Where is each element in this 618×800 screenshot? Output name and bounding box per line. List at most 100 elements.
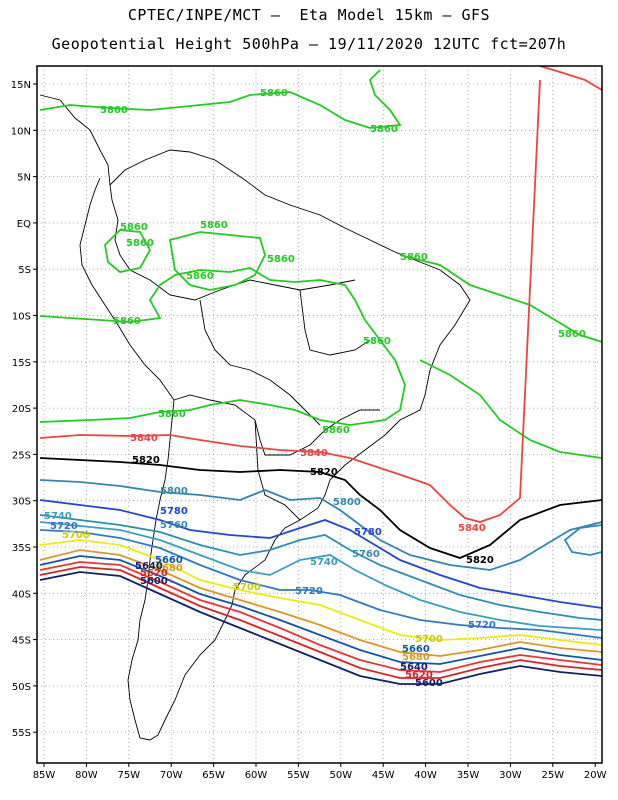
label-5760: 5760 — [352, 549, 380, 560]
contour-5800 — [39, 479, 602, 571]
contour-5600 — [39, 571, 602, 685]
label-5780: 5780 — [160, 506, 188, 517]
label-5660: 5660 — [155, 555, 183, 566]
lon-label: 25W — [541, 770, 564, 781]
label-5600: 5600 — [140, 576, 168, 587]
coastline — [39, 94, 471, 741]
label-5680: 5680 — [402, 652, 430, 663]
contour-5780 — [39, 499, 602, 609]
label-5820: 5820 — [310, 467, 338, 478]
lat-label: 10N — [11, 126, 31, 137]
lat-label: 50S — [12, 682, 31, 693]
contour-5660 — [39, 555, 602, 665]
label-5860: 5860 — [370, 124, 398, 135]
lon-label: 20W — [584, 770, 607, 781]
label-5860: 5860 — [186, 271, 214, 282]
contour-5860-north — [39, 69, 402, 129]
lon-label: 80W — [75, 770, 98, 781]
lat-label: 20S — [12, 404, 31, 415]
contour-5840 — [39, 79, 541, 523]
axis-ticks — [33, 83, 596, 767]
graticule — [37, 66, 602, 763]
contour-5860-east — [399, 254, 602, 343]
label-5720: 5720 — [468, 620, 496, 631]
lon-label: 35W — [457, 770, 480, 781]
lon-label: 85W — [33, 770, 56, 781]
label-5860: 5860 — [363, 336, 391, 347]
lon-label: 65W — [202, 770, 225, 781]
map-subtitle: Geopotential Height 500hPa – 19/11/2020 … — [51, 35, 567, 53]
lat-label: 55S — [12, 728, 31, 739]
label-5820: 5820 — [466, 555, 494, 566]
label-5780: 5780 — [354, 527, 382, 538]
lon-label: 60W — [245, 770, 268, 781]
contour-5700 — [39, 539, 602, 646]
label-5860: 5860 — [558, 329, 586, 340]
longitude-labels: 85W 80W 75W 70W 65W 60W 55W 50W 45W 40W 35W 30W 25W 2… — [33, 770, 607, 781]
lon-label: 50W — [329, 770, 352, 781]
contour-5740 — [39, 521, 602, 631]
label-5860: 5860 — [267, 254, 295, 265]
label-5860: 5860 — [322, 425, 350, 436]
contour-5860-inner2 — [168, 231, 266, 291]
label-5800: 5800 — [333, 497, 361, 508]
contour-5620 — [39, 566, 602, 679]
label-5700: 5700 — [233, 582, 261, 593]
label-5820: 5820 — [132, 455, 160, 466]
label-5860: 5860 — [200, 220, 228, 231]
lon-label: 70W — [160, 770, 183, 781]
label-5700: 5700 — [415, 634, 443, 645]
contour-labels: 5860 5860 5860 5860 5860 5860 5860 5860 … — [44, 88, 586, 689]
label-5700: 5700 — [62, 530, 90, 541]
contour-5760 — [39, 514, 602, 621]
contour-5680 — [39, 549, 602, 657]
label-5760: 5760 — [160, 520, 188, 531]
label-5860: 5860 — [126, 238, 154, 249]
label-5720: 5720 — [50, 521, 78, 532]
contour-5860-southeast — [419, 359, 602, 459]
lat-label: 15N — [11, 80, 31, 91]
latitude-labels: 15N 10N 5N EQ 5S 10S 15S 20S 25S 30S 35S 40S 45S 50S 5… — [11, 80, 31, 739]
lon-label: 30W — [499, 770, 522, 781]
label-5740: 5740 — [310, 557, 338, 568]
lat-label: 40S — [12, 589, 31, 600]
lat-label: 25S — [12, 450, 31, 461]
lat-label: 10S — [12, 312, 31, 323]
label-5840: 5840 — [130, 433, 158, 444]
contour-5840-ne — [539, 66, 602, 91]
lat-label: 5N — [17, 173, 31, 184]
label-5660: 5660 — [402, 644, 430, 655]
label-5860: 5860 — [100, 105, 128, 116]
label-5860: 5860 — [158, 409, 186, 420]
label-5720: 5720 — [295, 586, 323, 597]
label-5680: 5680 — [155, 563, 183, 574]
lat-label: 30S — [12, 497, 31, 508]
label-5860: 5860 — [113, 316, 141, 327]
lon-label: 75W — [117, 770, 140, 781]
label-5640: 5640 — [400, 662, 428, 673]
label-5640: 5640 — [135, 561, 163, 572]
contour-5720 — [39, 529, 602, 639]
label-5740: 5740 — [44, 511, 72, 522]
label-5800: 5800 — [160, 486, 188, 497]
label-5600: 5600 — [415, 678, 443, 689]
contour-5760-loop — [563, 524, 602, 556]
contour-5860-inner — [104, 229, 152, 273]
label-5840: 5840 — [458, 523, 486, 534]
label-5860: 5860 — [120, 222, 148, 233]
lat-label: 45S — [12, 636, 31, 647]
map-title: CPTEC/INPE/MCT – Eta Model 15km – GFS — [127, 6, 491, 24]
label-5860: 5860 — [400, 252, 428, 263]
lon-label: 55W — [287, 770, 310, 781]
contour-5860-amazon — [39, 267, 406, 426]
lat-label: EQ — [17, 219, 31, 230]
lon-label: 45W — [372, 770, 395, 781]
contour-5820 — [39, 457, 602, 559]
label-5620: 5620 — [405, 670, 433, 681]
contour-5640 — [39, 561, 602, 673]
lat-label: 15S — [12, 358, 31, 369]
label-5840: 5840 — [300, 448, 328, 459]
label-5860: 5860 — [260, 88, 288, 99]
lon-label: 40W — [414, 770, 437, 781]
